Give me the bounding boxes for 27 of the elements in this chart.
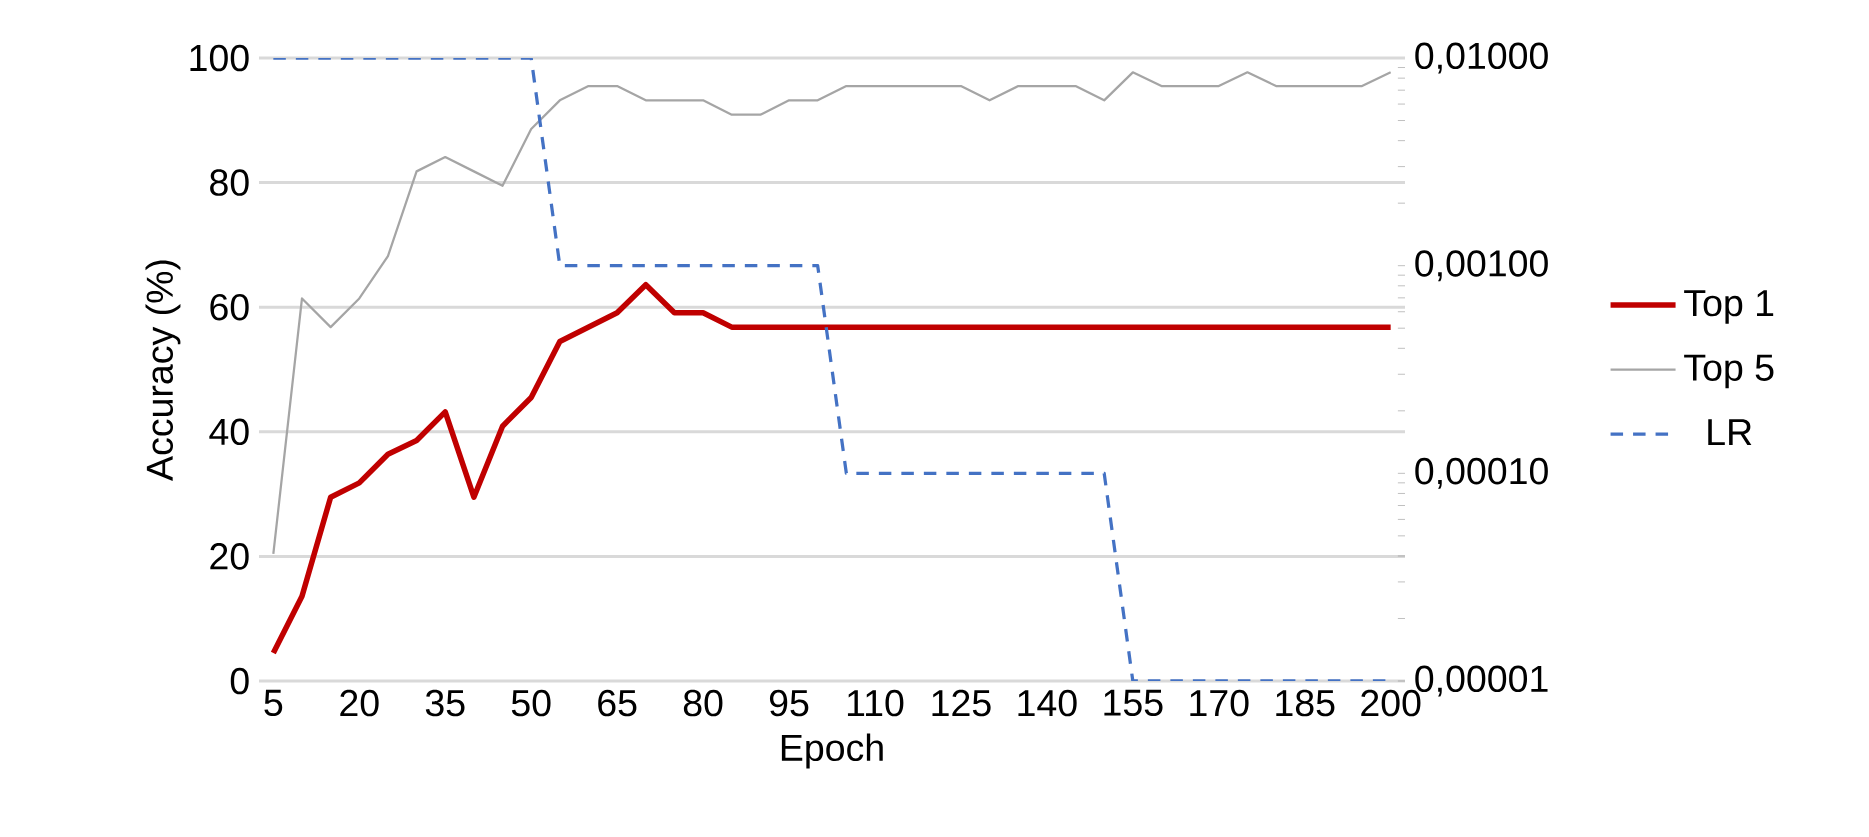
y-axis-title: Accuracy (%): [145, 260, 181, 481]
x-tick-label: 5: [264, 689, 283, 716]
legend-label: LR: [1708, 419, 1752, 446]
x-tick-label: 35: [425, 689, 465, 717]
y-tick-label: 80: [210, 169, 249, 196]
x-tick-label: 155: [1104, 689, 1163, 716]
x-tick-label: 65: [598, 689, 637, 717]
y-tick-label: 40: [209, 418, 249, 446]
x-tick-label: 170: [1190, 689, 1249, 717]
x-axis-title: Epoch: [781, 733, 883, 769]
y-tick-label: 60: [210, 293, 249, 321]
y-tick-label: 20: [210, 543, 249, 570]
y-tick-label: 100: [190, 44, 249, 72]
y2-tick-label: 0,00010: [1415, 457, 1548, 489]
x-tick-label: 125: [932, 689, 991, 717]
y2-tick-label: 0,00100: [1415, 250, 1548, 282]
y2-tick-label: 0,01000: [1415, 42, 1548, 74]
x-tick-label: 110: [847, 689, 904, 717]
x-tick-label: 80: [683, 689, 723, 717]
x-tick-label: 50: [511, 689, 551, 717]
legend-label: Top 5: [1684, 354, 1774, 389]
legend-label: Top 1: [1684, 290, 1774, 324]
x-tick-label: 95: [769, 689, 809, 717]
x-tick-label: 20: [340, 689, 379, 717]
x-tick-label: 140: [1018, 689, 1077, 717]
x-tick-label: 185: [1276, 689, 1335, 717]
y-tick-label: 0: [230, 667, 249, 695]
